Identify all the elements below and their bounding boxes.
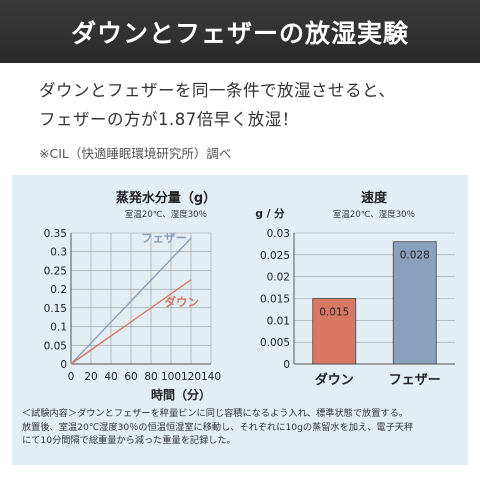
line-chart-y-tick-label: 0.15 bbox=[44, 303, 67, 315]
page-title: ダウンとフェザーの放湿実験 bbox=[70, 18, 409, 48]
line-chart-y-tick-label: 0.2 bbox=[50, 284, 67, 296]
line-chart-series bbox=[70, 237, 192, 365]
header-bar: ダウンとフェザーの放湿実験 bbox=[0, 0, 480, 63]
bar-chart-ylabel: g / 分 bbox=[255, 207, 285, 220]
line-chart-series-label: ダウン bbox=[165, 295, 200, 309]
test-description-line3: にて10分間隔で総重量から減った重量を記録した。 bbox=[22, 435, 236, 446]
lead-text-line1: ダウンとフェザーを同一条件で放湿させると、 bbox=[39, 81, 396, 100]
line-chart-x-tick-label: 140 bbox=[201, 371, 221, 383]
chart-panel: 蒸発水分量（g） 室温20℃、湿度30％ 時間（分） 0 0.05 0.1 0.15 0… bbox=[12, 175, 468, 465]
line-chart-x-tick-label: 120 bbox=[181, 371, 201, 383]
line-chart-y-tick-label: 0.35 bbox=[44, 228, 67, 240]
bar-chart-bar bbox=[312, 298, 357, 365]
charts-svg: 蒸発水分量（g） 室温20℃、湿度30％ 時間（分） 00.050.10.150… bbox=[44, 190, 455, 402]
bar-chart-value-label: 0.028 bbox=[400, 250, 430, 262]
line-chart-y-tick-label: 0.1 bbox=[50, 322, 67, 334]
line-chart-x-tick-label: 100 bbox=[161, 371, 181, 383]
test-description: ＜試験内容＞ダウンとフェザーを秤量ビンに同じ容積になるよう入れ、標準状態で放置す… bbox=[22, 407, 462, 448]
lead-text-line2: フェザーの方が1.87倍早く放湿！ bbox=[39, 110, 299, 129]
line-chart-y-tick-label: 0.05 bbox=[44, 340, 67, 352]
bar-chart-y-tick-label: 0.03 bbox=[267, 228, 290, 240]
bar-chart-category-label: ダウン bbox=[315, 372, 354, 388]
bar-chart-bar bbox=[392, 241, 437, 365]
bar-chart-y-tick-label: 0.01 bbox=[267, 315, 290, 327]
test-description-line2: 放置後、室温20℃湿度30％の恒温恒湿室に移動し、それぞれに10gの蒸留水を加え… bbox=[22, 421, 414, 433]
bar-chart-y-tick-label: 0.015 bbox=[260, 294, 290, 306]
line-chart-xlabel: 時間（分） bbox=[151, 387, 211, 402]
source-note: ※CIL（快適睡眠環境研究所）調べ bbox=[39, 146, 232, 161]
line-chart-subtitle: 室温20℃、湿度30％ bbox=[125, 209, 207, 220]
line-chart-x-ticks: 0 20 40 60 80 100 120 140 bbox=[68, 371, 221, 383]
line-chart-x-tick-label: 40 bbox=[104, 371, 117, 383]
bar-chart-value-label: 0.015 bbox=[319, 307, 349, 319]
bar-chart-y-ticks: 0 0.005 0.01 0.015 0.02 0.025 0.03 bbox=[260, 228, 290, 371]
line-chart-grid bbox=[70, 232, 212, 365]
line-chart-y-tick-label: 0 bbox=[60, 359, 67, 371]
bar-chart-y-tick-label: 0.005 bbox=[260, 337, 290, 349]
test-description-line1: ＜試験内容＞ダウンとフェザーを秤量ビンに同じ容積になるよう入れ、標準状態で放置す… bbox=[22, 408, 408, 419]
line-chart-y-tick-label: 0.3 bbox=[50, 247, 67, 259]
bar-chart-title: 速度 bbox=[361, 190, 388, 206]
line-chart-series-line bbox=[70, 237, 192, 365]
line-chart-x-tick-label: 0 bbox=[68, 371, 75, 383]
line-chart-x-tick-label: 60 bbox=[124, 371, 137, 383]
line-chart-y-tick-label: 0.25 bbox=[44, 265, 67, 277]
bar-chart-category-label: フェザー bbox=[389, 373, 441, 388]
bar-chart-y-tick-label: 0 bbox=[283, 359, 290, 371]
line-chart-y-ticks: 0 0.05 0.1 0.15 0.2 0.25 0.3 0.35 bbox=[44, 228, 67, 371]
line-chart-x-tick-label: 80 bbox=[144, 371, 157, 383]
bar-chart-bars: 0.015 0.028 bbox=[312, 241, 437, 365]
line-chart-x-tick-label: 20 bbox=[84, 371, 97, 383]
bar-chart-y-tick-label: 0.02 bbox=[267, 272, 290, 284]
line-chart-series-line bbox=[70, 279, 192, 365]
line-chart-series-label: フェザー bbox=[141, 231, 187, 245]
bar-chart-y-tick-label: 0.025 bbox=[260, 250, 290, 262]
line-chart-title: 蒸発水分量（g） bbox=[116, 190, 216, 206]
bar-chart-subtitle: 室温20℃、湿度30％ bbox=[333, 209, 415, 220]
bar-chart-categories: ダウン フェザー bbox=[315, 372, 441, 388]
